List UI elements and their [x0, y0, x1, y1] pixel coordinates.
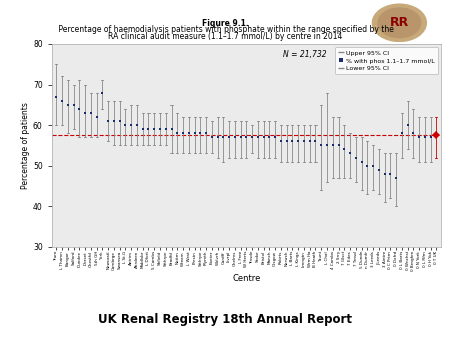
Text: N = 21,732: N = 21,732 [284, 50, 327, 59]
X-axis label: Centre: Centre [232, 274, 261, 283]
Text: UK Renal Registry 18th Annual Report: UK Renal Registry 18th Annual Report [98, 313, 352, 326]
Circle shape [373, 4, 427, 42]
Text: RR: RR [390, 16, 409, 28]
Text: Figure 9.1.: Figure 9.1. [202, 19, 248, 28]
Text: Percentage of haemodialysis patients with phosphate within the range specified b: Percentage of haemodialysis patients wit… [56, 25, 394, 34]
Legend: Upper 95% CI, % with phos 1.1–1.7 mmol/L, Lower 95% CI: Upper 95% CI, % with phos 1.1–1.7 mmol/L… [335, 47, 438, 74]
Circle shape [378, 8, 421, 38]
Y-axis label: Percentage of patients: Percentage of patients [21, 102, 30, 189]
Text: RA clinical audit measure (1.1–1.7 mmol/L) by centre in 2014: RA clinical audit measure (1.1–1.7 mmol/… [108, 32, 342, 41]
